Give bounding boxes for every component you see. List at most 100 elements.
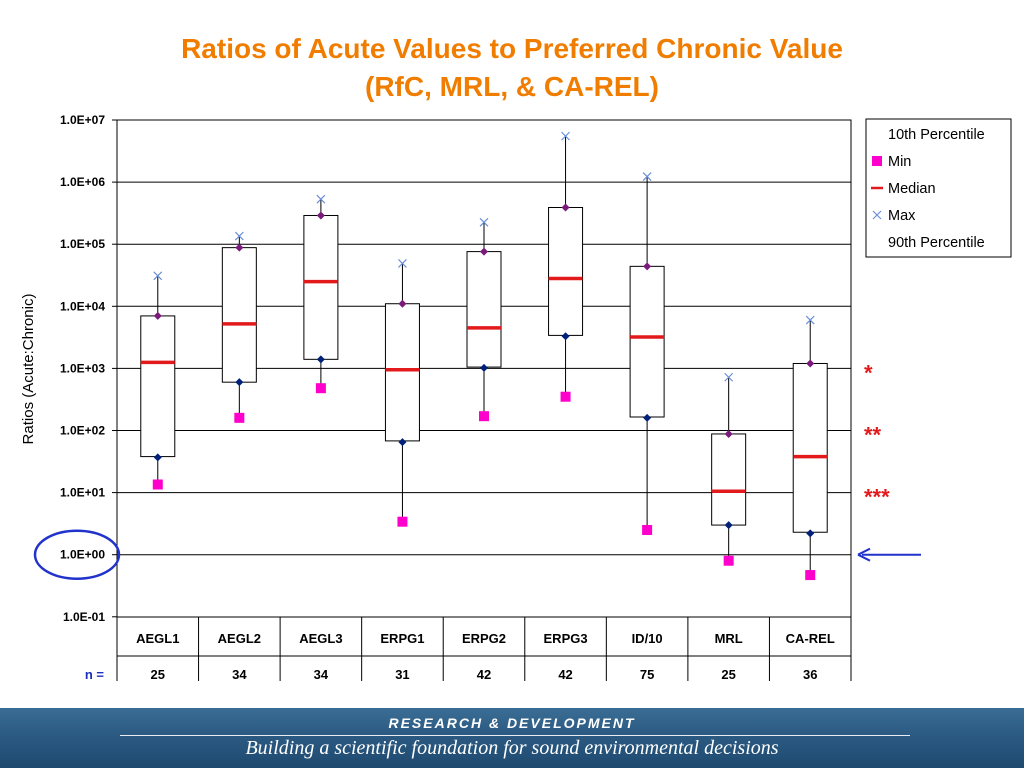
footer-tagline: Building a scientific foundation for sou… (245, 737, 779, 759)
p90-marker (806, 359, 815, 368)
min-marker (315, 383, 326, 394)
min-marker (560, 391, 571, 402)
y-tick-label: 1.0E+04 (60, 299, 105, 313)
n-value: 34 (314, 667, 329, 682)
category-label: ERPG3 (544, 631, 588, 646)
y-tick-layer: 1.0E+07 1.0E+06 1.0E+05 1.0E+04 1.0E+03 1.0E+… (60, 113, 117, 624)
p90-marker (561, 203, 570, 212)
chart-title: Ratios of Acute Values to Preferred Chro… (0, 30, 1024, 106)
max-marker (642, 172, 652, 181)
reference-circle (33, 529, 121, 580)
p90-marker (316, 211, 325, 220)
p10-marker (561, 332, 570, 341)
significance-stars: *** (864, 485, 890, 510)
p10-marker (480, 363, 488, 372)
category-label: AEGL1 (136, 631, 179, 646)
y-tick-label: 1.0E+05 (60, 237, 105, 251)
n-value: 25 (151, 667, 165, 682)
footer-heading: RESEARCH & DEVELOPMENT (388, 715, 636, 731)
n-value: 34 (232, 667, 247, 682)
min-marker (642, 524, 653, 535)
min-marker (723, 555, 734, 566)
legend-max-marker (872, 210, 882, 220)
p10-marker (643, 413, 652, 422)
y-tick-label: 1.0E+02 (60, 424, 105, 438)
max-marker (724, 372, 734, 382)
p90-marker (235, 243, 244, 252)
category-label: ID/10 (632, 631, 663, 646)
min-marker (234, 412, 245, 423)
category-label: ERPG1 (380, 631, 424, 646)
footer-divider (120, 735, 910, 736)
y-tick-label: 1.0E+01 (60, 486, 105, 500)
min-marker (479, 411, 489, 422)
box (384, 303, 420, 442)
p10-marker (806, 529, 815, 538)
max-marker (479, 217, 489, 227)
box (140, 315, 176, 458)
category-label: AEGL2 (218, 631, 261, 646)
n-label: n = (85, 667, 105, 682)
legend-label: Max (888, 208, 916, 224)
p90-marker (724, 429, 733, 438)
box (629, 265, 665, 418)
max-marker (805, 315, 815, 325)
p10-marker (398, 438, 407, 447)
box-layer (140, 136, 828, 576)
chart-title-line2: (RfC, MRL, & CA-REL) (365, 71, 659, 102)
box (711, 433, 747, 526)
box-plot-chart: 1.0E+07 1.0E+06 1.0E+05 1.0E+04 1.0E+03 1.0E+… (20, 113, 1012, 682)
marker-layer (152, 130, 881, 581)
max-marker (234, 231, 244, 241)
p10-marker (724, 521, 733, 530)
n-value: 31 (395, 667, 409, 682)
significance-stars: * (864, 360, 873, 385)
y-axis-label: Ratios (Acute:Chronic) (20, 294, 37, 445)
max-marker (398, 259, 407, 268)
n-value: 75 (640, 667, 654, 682)
category-label: ERPG2 (462, 631, 506, 646)
y-tick-label: 1.0E+07 (60, 113, 105, 127)
box (792, 362, 828, 533)
n-value: 42 (558, 667, 572, 682)
legend: 10th Percentile Min Median Max 90th Percenti… (865, 118, 1012, 258)
y-tick-label: 1.0E-01 (63, 610, 105, 624)
legend-label: Median (888, 181, 936, 197)
category-label: MRL (715, 631, 743, 646)
reference-arrow-head (857, 547, 871, 562)
p90-marker (153, 311, 162, 320)
p10-marker (153, 453, 162, 462)
category-table: AEGL1 25 AEGL2 34 AEGL3 34 ERPG1 31 ERPG2 42 ERPG3… (116, 617, 852, 682)
max-marker (316, 194, 326, 204)
y-tick-label: 1.0E+03 (60, 361, 105, 375)
n-value: 36 (803, 667, 817, 682)
min-marker (805, 570, 816, 581)
max-marker (153, 271, 163, 281)
annotation-layer: ****** (33, 360, 921, 580)
legend-label: Min (888, 154, 911, 170)
chart-title-line1: Ratios of Acute Values to Preferred Chro… (181, 33, 843, 64)
min-marker (397, 516, 408, 527)
p10-marker (235, 378, 244, 387)
legend-box (865, 118, 1012, 258)
footer-banner: RESEARCH & DEVELOPMENT Building a scient… (0, 708, 1024, 768)
min-marker (152, 479, 163, 490)
legend-label: 10th Percentile (888, 127, 985, 143)
category-label: AEGL3 (299, 631, 342, 646)
box (303, 214, 339, 360)
p90-marker (643, 262, 652, 271)
p90-marker (398, 299, 407, 308)
n-value: 42 (477, 667, 491, 682)
box (548, 206, 584, 336)
box (466, 251, 502, 368)
p90-marker (480, 247, 488, 256)
legend-label: 90th Percentile (888, 235, 985, 251)
n-value: 25 (721, 667, 735, 682)
box (221, 247, 257, 383)
category-label: CA-REL (786, 631, 835, 646)
p10-marker (316, 355, 325, 364)
significance-stars: ** (864, 423, 882, 448)
y-tick-label: 1.0E+00 (60, 548, 105, 562)
max-marker (561, 131, 570, 141)
y-tick-label: 1.0E+06 (60, 175, 105, 189)
